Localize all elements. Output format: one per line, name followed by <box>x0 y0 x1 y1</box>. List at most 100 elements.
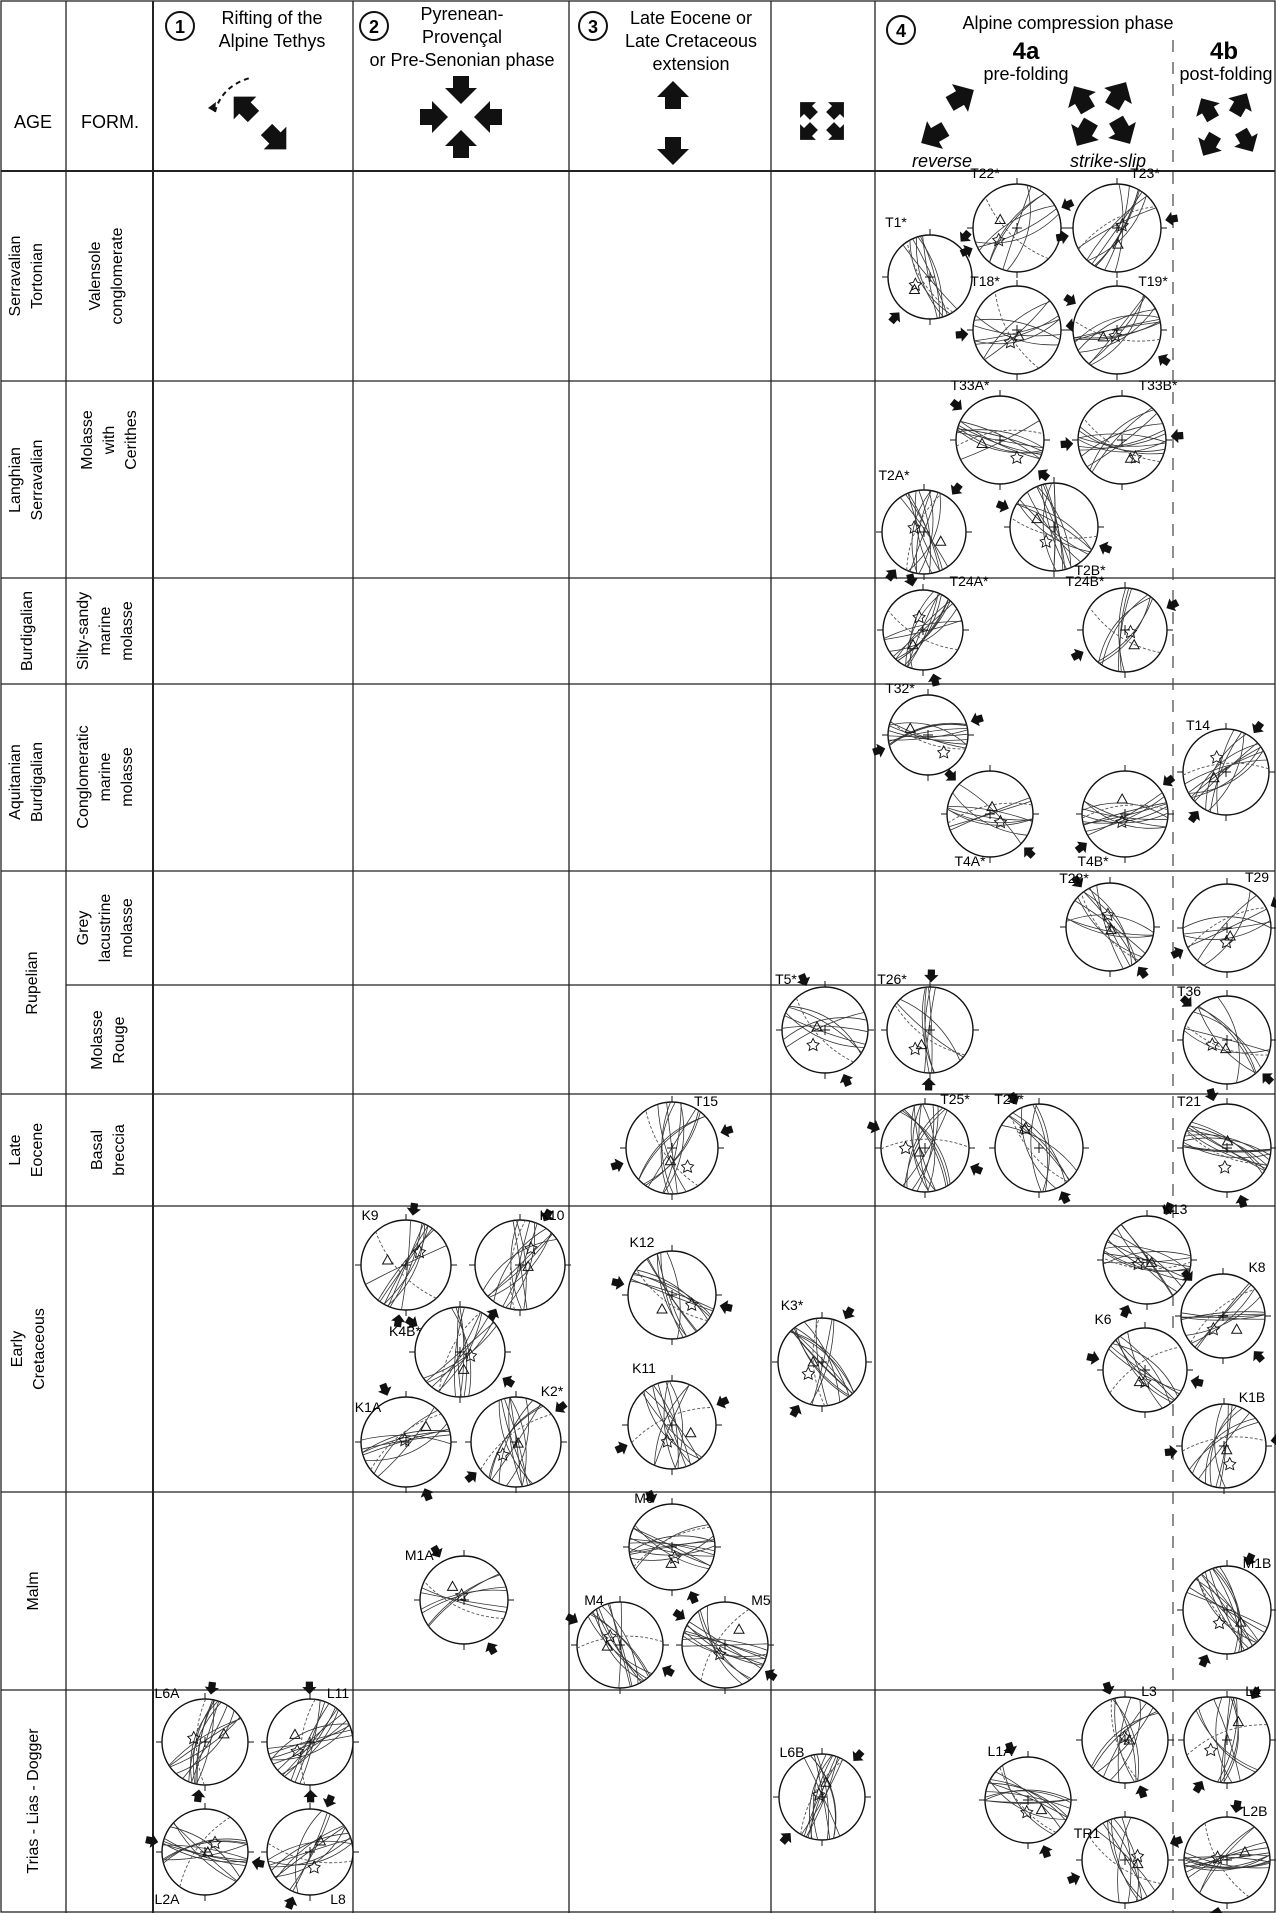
stereonet: L1A <box>979 1740 1077 1860</box>
stereonet-label: T21 <box>1177 1093 1201 1109</box>
formation-label: conglomerate <box>109 227 126 324</box>
svg-text:1: 1 <box>175 17 185 37</box>
stereonet-label: K3* <box>781 1297 804 1313</box>
row-labels: Serravalian Tortonian Valensole conglome… <box>7 227 140 1873</box>
sub-4b-label: post-folding <box>1179 64 1272 84</box>
stereonet: L6B <box>773 1744 871 1848</box>
age-label: Burdigalian <box>19 591 36 671</box>
stereonet-label: M1B <box>1243 1555 1272 1571</box>
age-label: Malm <box>25 1571 42 1610</box>
age-label: Eocene <box>29 1123 46 1177</box>
formation-label: Valensole <box>87 241 104 310</box>
stereonet: T26* <box>877 969 979 1091</box>
formation-label: Basal <box>89 1130 106 1170</box>
sub-4a-title: 4a <box>1013 38 1040 65</box>
stereonet: K11 <box>613 1360 731 1475</box>
stereonet-label: L6B <box>780 1744 805 1760</box>
svg-text:Pyrenean-: Pyrenean- <box>420 4 503 24</box>
formation-label: Molasse <box>79 410 96 470</box>
stereonet: T24B* <box>1066 573 1181 678</box>
formation-label: molasse <box>119 898 136 958</box>
stereonet-label: T28* <box>1059 870 1089 886</box>
stereonet-label: T15 <box>694 1093 718 1109</box>
age-header: AGE <box>14 112 52 132</box>
stereonet: M6 <box>623 1488 721 1606</box>
stereonet-label: M5 <box>751 1592 771 1608</box>
formation-label: molasse <box>119 747 136 807</box>
stereonet: M5 <box>670 1592 780 1694</box>
stereonet-label: L1A <box>988 1743 1014 1759</box>
stereonet: T36 <box>1177 983 1276 1090</box>
age-label: Early <box>9 1331 26 1367</box>
stereonet-label: K6 <box>1094 1311 1111 1327</box>
svg-text:Alpine Tethys: Alpine Tethys <box>219 31 326 51</box>
stereonet-label: T32* <box>885 680 915 696</box>
stereonet-label: K9 <box>361 1207 378 1223</box>
age-label: Serravalian <box>29 440 46 521</box>
formation-label: with <box>101 426 118 455</box>
stereonet: L6A <box>155 1681 254 1803</box>
stereonet: T2B* <box>994 477 1114 578</box>
stereonet: K13 <box>1097 1200 1197 1320</box>
formation-label: marine <box>97 752 114 801</box>
stereonet: T4A* <box>941 765 1039 869</box>
stereonet-label: T2A* <box>878 467 910 483</box>
stereonet: K3* <box>772 1297 872 1420</box>
stereonet-label: T4B* <box>1077 853 1109 869</box>
stereonet: T15 <box>609 1093 735 1200</box>
stereonet: T24A* <box>877 572 989 688</box>
stereonet: TR1 <box>1065 1811 1185 1909</box>
stereonet: T27* <box>989 1090 1089 1206</box>
stereonet-label: L6A <box>155 1685 181 1701</box>
svg-text:2: 2 <box>369 17 379 37</box>
stereonet: L11 <box>261 1681 359 1803</box>
stereonet: K2* <box>462 1383 570 1493</box>
svg-text:Late Cretaceous: Late Cretaceous <box>625 31 757 51</box>
stereonet-label: M6 <box>634 1490 654 1506</box>
stereonet-label: T2B* <box>1074 562 1106 578</box>
stereonet: K9 <box>355 1202 457 1328</box>
stereonet-label: T33B* <box>1139 377 1178 393</box>
stereonet: T22* <box>958 165 1076 278</box>
phase-2-header: 2 Pyrenean- Provençal or Pre-Senonian ph… <box>359 4 555 70</box>
stereonet-label: T27* <box>994 1091 1024 1107</box>
stereonet-label: T19* <box>1138 273 1168 289</box>
age-label: Aquitanian <box>7 744 24 820</box>
formation-label: breccia <box>111 1124 128 1176</box>
stereonet: M4 <box>563 1592 677 1694</box>
stereonet-label: K4B* <box>389 1323 421 1339</box>
formation-label: Molasse <box>89 1010 106 1070</box>
formation-label: marine <box>97 606 114 655</box>
stereonet: T28* <box>1059 870 1160 982</box>
stereonet-label: T24B* <box>1066 573 1105 589</box>
stereonet-label: K2* <box>541 1383 564 1399</box>
stereonet-label: L4 <box>1245 1683 1261 1699</box>
sub-4a-label: pre-folding <box>983 64 1068 84</box>
svg-text:or Pre-Senonian phase: or Pre-Senonian phase <box>369 50 554 70</box>
svg-text:extension: extension <box>652 54 729 74</box>
stereonet-label: T1* <box>885 214 907 230</box>
stereonet: T29 <box>1168 869 1276 978</box>
stereonet-label: T25* <box>940 1091 970 1107</box>
age-label: Late <box>7 1134 24 1165</box>
stereonet-label: K10 <box>540 1207 565 1223</box>
stereonet-label: T29 <box>1245 869 1269 885</box>
stereonet: K4B* <box>389 1301 517 1403</box>
stereonet: T1* <box>882 214 978 327</box>
age-label: Burdigalian <box>29 742 46 822</box>
stereonet: K8 <box>1175 1259 1271 1366</box>
stereonet: T18* <box>955 273 1079 380</box>
stereonet: L2B <box>1178 1799 1276 1913</box>
formation-label: lacustrine <box>97 894 114 963</box>
stereonet-label: T14 <box>1186 717 1210 733</box>
formation-label: Conglomeratic <box>75 725 92 828</box>
formation-header: FORM. <box>81 112 139 132</box>
svg-text:Alpine compression phase: Alpine compression phase <box>962 13 1173 33</box>
phase-4-header: 4 Alpine compression phase 4a pre-foldin… <box>886 13 1273 171</box>
stereonet-label: T26* <box>877 971 907 987</box>
stereonet: L8 <box>261 1792 359 1912</box>
stereonet-label: T36 <box>1177 983 1201 999</box>
stereonet-label: T5* <box>775 971 797 987</box>
stereonet-label: TR1 <box>1074 1825 1101 1841</box>
